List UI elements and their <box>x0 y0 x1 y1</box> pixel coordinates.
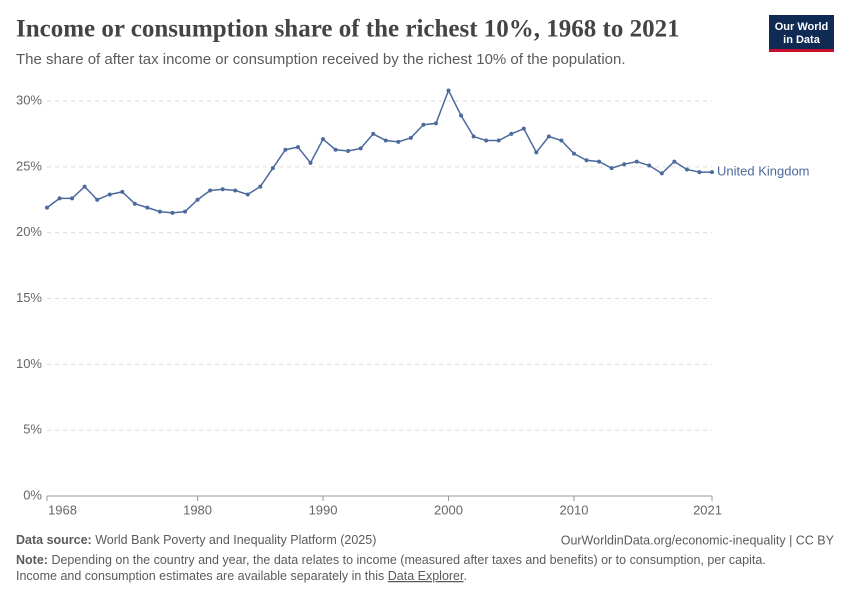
point <box>308 160 313 165</box>
x-tick-label: 1980 <box>183 502 212 517</box>
point <box>396 139 401 144</box>
point <box>659 171 664 176</box>
logo-text: Our World <box>775 21 829 33</box>
point <box>132 201 137 206</box>
note-link[interactable]: Data Explorer <box>388 569 464 583</box>
point <box>95 197 100 202</box>
y-tick-label: 15% <box>16 290 42 305</box>
point <box>145 205 150 210</box>
point <box>283 147 288 152</box>
point <box>208 188 213 193</box>
point <box>70 196 75 201</box>
point <box>521 126 526 131</box>
point <box>157 209 162 214</box>
point <box>220 187 225 192</box>
point <box>183 209 188 214</box>
y-tick-label: 0% <box>23 487 42 502</box>
point <box>421 122 426 127</box>
y-tick-label: 5% <box>23 422 42 437</box>
point <box>333 147 338 152</box>
x-tick-label: 1968 <box>48 502 77 517</box>
y-tick-label: 10% <box>16 356 42 371</box>
point <box>459 113 464 118</box>
point <box>258 184 263 189</box>
point <box>45 205 49 210</box>
point <box>509 131 514 136</box>
point <box>684 167 689 172</box>
line <box>46 88 712 214</box>
logo-bar <box>769 49 834 52</box>
point <box>371 131 376 136</box>
note-text: . <box>463 569 466 583</box>
point <box>697 170 702 175</box>
point <box>170 210 175 215</box>
note: Income and consumption estimates are ava… <box>16 569 467 583</box>
point <box>484 138 489 143</box>
point <box>120 189 125 194</box>
x-tick-label: 2021 <box>693 502 722 517</box>
point <box>107 192 112 197</box>
x-tick-label: 2000 <box>434 502 463 517</box>
point <box>471 134 476 139</box>
point <box>346 149 351 154</box>
point <box>408 135 413 140</box>
point <box>546 134 551 139</box>
note-label: Note: <box>16 553 48 567</box>
point <box>534 150 539 155</box>
point <box>82 184 87 189</box>
chart-subtitle: The share of after tax income or consump… <box>16 51 626 68</box>
y-tick-label: 25% <box>16 158 42 173</box>
point <box>571 151 576 156</box>
logo-text: in Data <box>783 34 821 46</box>
point <box>245 192 250 197</box>
url[interactable]: OurWorldinData.org/economic-inequality |… <box>561 533 835 547</box>
point <box>358 146 363 151</box>
point <box>647 163 652 168</box>
y-tick-label: 30% <box>16 92 42 107</box>
x-tick-label: 2010 <box>560 502 589 517</box>
point <box>710 170 714 175</box>
point <box>321 137 326 142</box>
note-text: Income and consumption estimates are ava… <box>16 569 384 583</box>
point <box>270 166 275 171</box>
note-text: Depending on the country and year, the d… <box>51 553 765 567</box>
note: Note: Depending on the country and year,… <box>16 553 766 567</box>
source-label: Data source: <box>16 533 92 547</box>
logo[interactable] <box>769 15 834 52</box>
point <box>233 188 238 193</box>
x-tick-label: 1990 <box>309 502 338 517</box>
point <box>622 162 627 167</box>
point <box>597 159 602 164</box>
y-tick-label: 20% <box>16 224 42 239</box>
point <box>446 88 451 93</box>
point <box>634 159 639 164</box>
point <box>295 145 300 150</box>
point <box>195 197 200 202</box>
series-label: United Kingdom <box>717 164 810 179</box>
point <box>433 121 438 126</box>
chart-title: Income or consumption share of the riche… <box>16 16 680 43</box>
point <box>383 138 388 143</box>
source: Data source: World Bank Poverty and Ineq… <box>16 533 376 547</box>
point <box>496 138 501 143</box>
source-text: World Bank Poverty and Inequality Platfo… <box>95 533 376 547</box>
point <box>584 158 589 163</box>
point <box>57 196 62 201</box>
point <box>559 138 564 143</box>
point <box>609 166 614 171</box>
point <box>672 159 677 164</box>
